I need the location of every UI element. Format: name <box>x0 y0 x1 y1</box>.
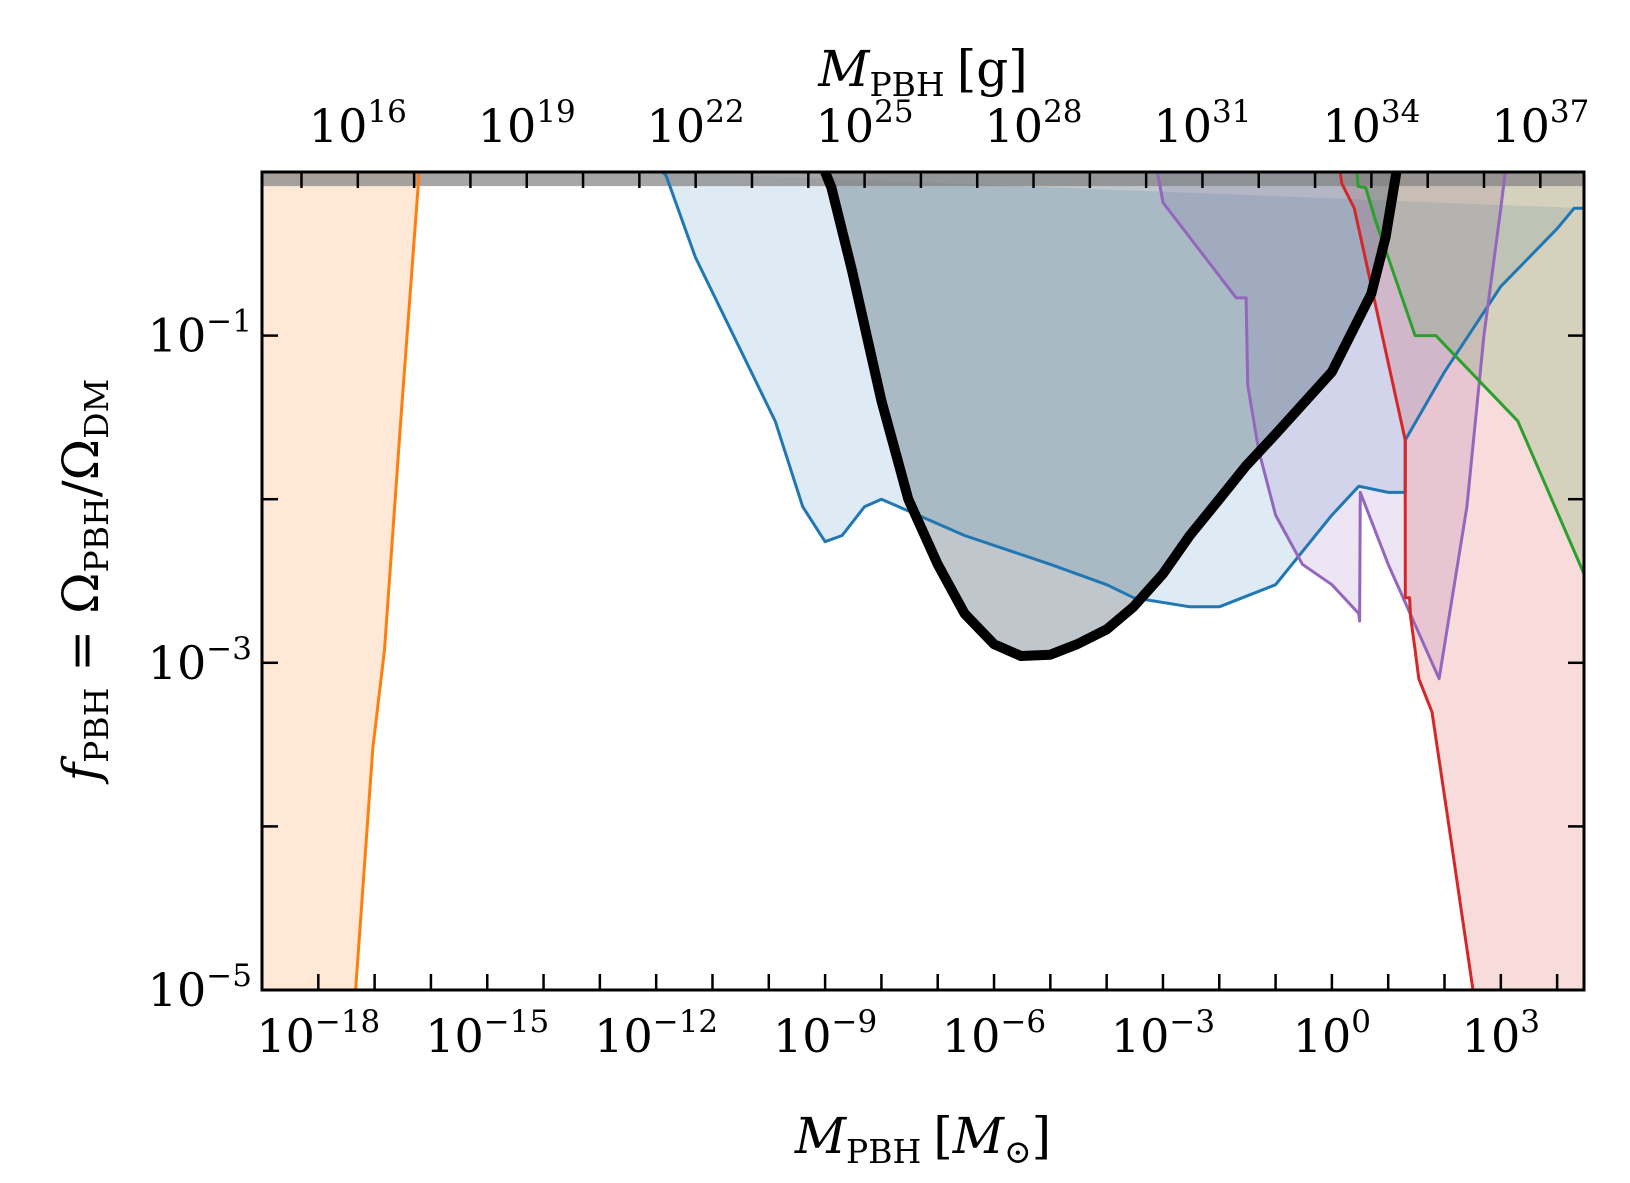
y-tick-label-1: 10−3 <box>148 631 252 690</box>
x-top-tick-label-0: 1016 <box>309 94 407 153</box>
x-tick-label-3: 10−9 <box>773 1004 877 1063</box>
plot-frame <box>260 170 1586 992</box>
constraint-line-1 <box>661 172 1584 609</box>
constraint-fill-1 <box>662 172 1584 607</box>
constraint-fill-5 <box>825 172 1397 656</box>
constraint-line-5 <box>820 172 1402 661</box>
x-tick-label-2: 10−12 <box>594 1004 718 1063</box>
x-top-tick-label-3: 1025 <box>816 94 914 153</box>
constraint-line-3 <box>1338 172 1475 990</box>
x-axis-title: MPBH [M⊙] <box>794 1107 1051 1171</box>
constraint-line-0 <box>354 172 421 990</box>
x-tick-label-7: 103 <box>1462 1004 1540 1063</box>
x-top-tick-label-2: 1022 <box>647 94 745 153</box>
x-top-axis-title: MPBH [g] <box>817 40 1027 104</box>
y-tick-label-0: 10−5 <box>148 958 252 1017</box>
x-tick-label-4: 10−6 <box>942 1004 1046 1063</box>
x-tick-label-0: 10−18 <box>256 1004 380 1063</box>
x-top-tick-label-6: 1034 <box>1322 94 1420 153</box>
x-top-tick-label-1: 1019 <box>478 94 576 153</box>
top-band-rect <box>262 172 1584 187</box>
y-axis-title: fPBH = ΩPBH/ΩDM <box>52 379 116 786</box>
x-tick-label-6: 100 <box>1293 1004 1371 1063</box>
constraint-line-2 <box>1156 172 1507 681</box>
y-tick-label-2: 10−1 <box>148 304 252 363</box>
constraint-fill-2 <box>1157 172 1506 679</box>
constraint-fill-0 <box>262 172 420 990</box>
x-top-tick-label-5: 1031 <box>1153 94 1251 153</box>
constraint-lines <box>354 172 1584 990</box>
x-tick-label-1: 10−15 <box>425 1004 549 1063</box>
x-top-tick-label-7: 1037 <box>1491 94 1589 153</box>
x-tick-label-5: 10−3 <box>1111 1004 1215 1063</box>
x-top-tick-label-4: 1028 <box>985 94 1083 153</box>
tick-marks <box>262 170 1584 992</box>
tick-labels: 10−18 10−15 10−12 10−9 10−6 10−3 100 103 1016 101… <box>148 94 1590 1063</box>
constraint-fill-3 <box>1340 172 1584 990</box>
constraint-fill-4 <box>1357 172 1584 574</box>
constraint-fills <box>262 172 1584 990</box>
top-exclusion-band <box>262 172 1584 187</box>
constraint-line-4 <box>1355 172 1584 575</box>
